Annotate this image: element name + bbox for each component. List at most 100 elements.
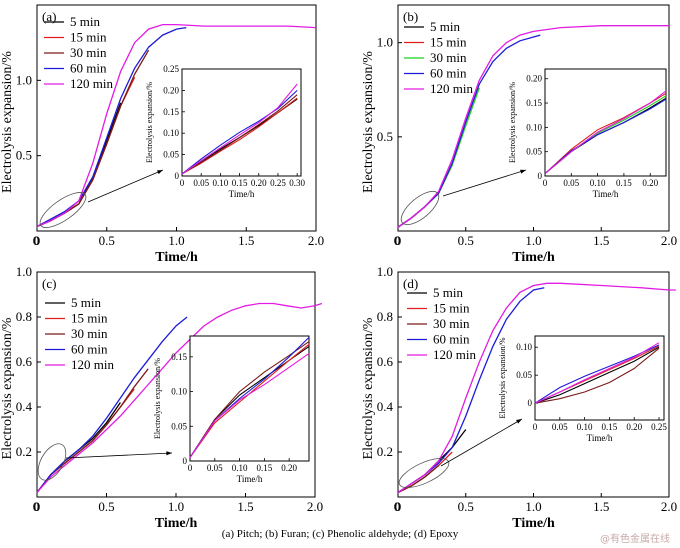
inset-y-tick-label: 0.05 bbox=[171, 421, 187, 431]
zoom-arrow bbox=[65, 452, 173, 459]
inset-x-tick-label: 0.05 bbox=[207, 463, 223, 473]
inset-x-tick-label: 0.15 bbox=[602, 422, 618, 432]
inset-x-tick-label: 0 bbox=[543, 178, 548, 188]
inset-y-tick-label: 0.15 bbox=[163, 107, 179, 117]
legend-label: 120 min bbox=[71, 357, 114, 372]
y-tick-label: 1.0 bbox=[377, 35, 393, 50]
panel-label: (a) bbox=[42, 9, 56, 24]
inset-plot: 0 0.05 0.10 0.15 0.20 0.25 0.3000.050.100.150.… bbox=[145, 64, 306, 199]
panel-label: (b) bbox=[403, 9, 418, 24]
inset-y-tick-label: 0.05 bbox=[516, 370, 532, 380]
inset-x-axis-label: Time/h bbox=[593, 189, 619, 199]
zoom-ellipse bbox=[39, 192, 87, 228]
x-axis-label: Time/h bbox=[155, 250, 198, 265]
legend-label: 15 min bbox=[430, 35, 467, 50]
inset-x-tick-label: 0.10 bbox=[577, 422, 593, 432]
series-line bbox=[397, 164, 453, 228]
y-tick-label: 1.0 bbox=[16, 264, 32, 279]
x-tick-label: 2.0 bbox=[661, 499, 677, 514]
zoom-arrow-head bbox=[166, 451, 172, 456]
zoom-arrow-head bbox=[157, 170, 163, 175]
inset-x-tick-label: 0.10 bbox=[590, 178, 606, 188]
x-tick-label: 1.0 bbox=[525, 499, 541, 514]
x-tick-label: 0 bbox=[395, 499, 402, 514]
inset-series-line bbox=[544, 90, 667, 175]
zoom-ellipse bbox=[37, 443, 67, 481]
inset-y-axis-label: Electrolysis expansion/% bbox=[153, 358, 162, 439]
inset-y-tick-label: 0 bbox=[183, 456, 188, 466]
inset-frame bbox=[544, 68, 667, 177]
inset-series-line bbox=[544, 98, 667, 175]
series-line bbox=[397, 287, 545, 494]
inset-series-line bbox=[189, 352, 310, 458]
inset-y-tick-label: 0.20 bbox=[526, 74, 542, 84]
origin-label: 0 bbox=[394, 499, 401, 514]
inset-x-axis-label: Time/h bbox=[587, 433, 613, 443]
inset-x-tick-label: 0.30 bbox=[289, 178, 305, 188]
legend-label: 15 min bbox=[71, 311, 108, 326]
panel-c: 0 0.5 1.0 1.5 2.0 0.2 0.4 0.6 0.8 1.0 0 Time/h Elect… bbox=[0, 264, 323, 531]
y-tick-label: 0.8 bbox=[377, 309, 393, 324]
inset-x-tick-label: 0.05 bbox=[563, 178, 579, 188]
inset-x-tick-label: 0.20 bbox=[281, 463, 297, 473]
inset-x-tick-label: 0.05 bbox=[552, 422, 568, 432]
y-tick-label: 1.0 bbox=[16, 72, 32, 87]
x-tick-label: 0.5 bbox=[458, 499, 474, 514]
inset-y-tick-label: 0 bbox=[528, 398, 533, 408]
panel-a: 0 0.5 1.0 1.5 2.0 0.5 1.0 0 Time/h Electrolysis e… bbox=[0, 4, 324, 265]
panel-b: 0 0.5 1.0 1.5 2.0 0.5 1.0 0 Time/h Electrolysis e… bbox=[361, 4, 677, 265]
series-line bbox=[397, 282, 676, 494]
inset-y-tick-label: 0.15 bbox=[526, 98, 542, 108]
zoom-arrow bbox=[442, 169, 527, 197]
y-tick-label: 0.2 bbox=[16, 444, 32, 459]
inset-x-tick-label: 0.05 bbox=[193, 178, 209, 188]
y-axis-label: Electrolysis expansion/% bbox=[0, 51, 15, 193]
series-line bbox=[397, 34, 541, 228]
legend-label: 15 min bbox=[433, 301, 470, 316]
y-tick-label: 0.8 bbox=[16, 309, 32, 324]
x-axis-label: Time/h bbox=[512, 516, 555, 531]
x-tick-label: 1.0 bbox=[168, 499, 184, 514]
inset-y-tick-label: 0 bbox=[538, 171, 543, 181]
inset-x-axis-label: Time/h bbox=[237, 474, 263, 484]
x-tick-label: 0.5 bbox=[458, 233, 474, 248]
inset-y-axis-label: Electrolysis expansion/% bbox=[508, 82, 517, 163]
inset-series-line bbox=[534, 342, 660, 404]
inset-x-tick-label: 0.25 bbox=[270, 178, 286, 188]
zoom-arrow bbox=[87, 169, 164, 203]
zoom-ellipse bbox=[398, 458, 450, 488]
inset-x-tick-label: 0.20 bbox=[626, 422, 642, 432]
inset-y-tick-label: 0.10 bbox=[163, 128, 179, 138]
legend-label: 5 min bbox=[430, 19, 460, 34]
inset-x-tick-label: 0.10 bbox=[213, 178, 229, 188]
x-tick-label: 0.5 bbox=[98, 499, 114, 514]
y-tick-label: 0.6 bbox=[377, 354, 394, 369]
inset-y-tick-label: 0.20 bbox=[163, 85, 179, 95]
inset-y-tick-label: 0.05 bbox=[526, 147, 542, 157]
inset-frame bbox=[534, 335, 665, 421]
figure-caption: (a) Pitch; (b) Furan; (c) Phenolic aldeh… bbox=[221, 528, 459, 540]
zoom-arrow bbox=[440, 418, 523, 467]
y-tick-label: 0.2 bbox=[377, 444, 393, 459]
series-line bbox=[36, 316, 188, 493]
inset-y-tick-label: 0.15 bbox=[171, 352, 187, 362]
legend-label: 30 min bbox=[433, 316, 470, 331]
x-tick-label: 2.0 bbox=[308, 233, 324, 248]
inset-y-tick-label: 0.10 bbox=[526, 122, 542, 132]
x-tick-label: 0 bbox=[34, 233, 41, 248]
series-line bbox=[36, 23, 317, 228]
inset-plot: 0 0.05 0.10 0.15 0.20 0 0.05 0.10 0.15 0.20 Time/h… bbox=[508, 68, 667, 199]
y-axis-label: Electrolysis expansion/% bbox=[0, 317, 15, 459]
panel-label: (d) bbox=[403, 276, 418, 291]
inset-x-tick-label: 0 bbox=[533, 422, 538, 432]
series-line bbox=[397, 25, 669, 228]
x-tick-label: 2.0 bbox=[661, 233, 677, 248]
legend-label: 15 min bbox=[70, 30, 107, 45]
y-axis-label: Electrolysis expansion/% bbox=[361, 317, 376, 459]
panel-d: 0 0.5 1.0 1.5 2.0 0.2 0.4 0.6 0.8 1.0 0 Time/h Elect… bbox=[361, 264, 677, 531]
x-tick-label: 1.5 bbox=[238, 233, 254, 248]
inset-plot: 0 0.05 0.10 0.15 0.2000.050.100.15Time/hElec… bbox=[153, 335, 310, 484]
inset-x-axis-label: Time/h bbox=[229, 189, 255, 199]
series-line bbox=[36, 26, 187, 228]
